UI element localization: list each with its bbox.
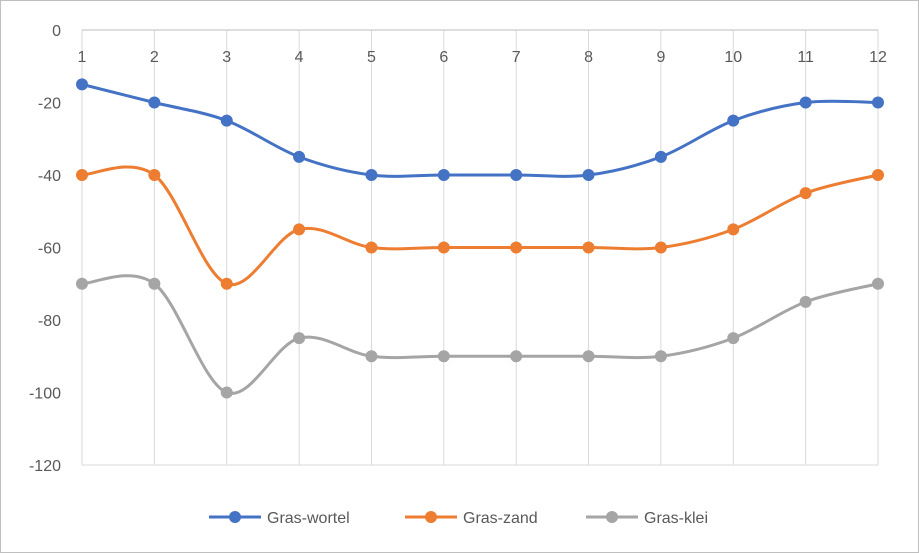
y-tick-label-neg120: -120 (29, 458, 61, 475)
legend-label-gras-wortel: Gras-wortel (267, 510, 350, 527)
data-point-gras-klei-11 (799, 295, 812, 308)
data-point-gras-klei-1 (76, 277, 88, 290)
legend-label-gras-klei: Gras-klei (644, 510, 708, 527)
data-point-gras-wortel-8 (582, 169, 595, 181)
data-point-gras-zand-4 (293, 223, 306, 236)
data-point-gras-klei-8 (582, 350, 595, 363)
y-tick-label-neg40: -40 (38, 168, 61, 185)
legend-marker-gras-zand (425, 511, 437, 523)
x-tick-label-2: 2 (150, 49, 159, 66)
data-point-gras-wortel-10 (727, 114, 740, 127)
data-point-gras-klei-5 (365, 350, 378, 363)
x-tick-label-6: 6 (439, 49, 448, 66)
data-point-gras-wortel-9 (654, 150, 667, 163)
data-point-gras-zand-2 (148, 169, 161, 181)
x-tick-label-11: 11 (797, 49, 814, 66)
series-gras-zand (76, 165, 884, 290)
data-point-gras-klei-4 (293, 332, 306, 345)
legend-item-gras-zand: Gras-zand (405, 510, 538, 527)
data-point-gras-zand-5 (365, 241, 378, 254)
data-point-gras-wortel-12 (872, 96, 884, 109)
data-point-gras-zand-6 (437, 241, 450, 254)
data-point-gras-klei-9 (654, 350, 667, 363)
data-point-gras-zand-1 (76, 169, 88, 181)
data-point-gras-zand-7 (510, 241, 523, 254)
data-point-gras-klei-3 (220, 386, 233, 399)
legend-marker-gras-wortel (229, 511, 241, 523)
legend-item-gras-wortel: Gras-wortel (209, 510, 350, 527)
data-point-gras-wortel-4 (293, 150, 306, 163)
data-point-gras-wortel-6 (437, 169, 450, 181)
data-point-gras-wortel-1 (76, 78, 88, 91)
legend-marker-gras-klei (606, 511, 618, 523)
x-tick-label-7: 7 (512, 49, 521, 66)
series-line-gras-klei (80, 274, 880, 395)
data-point-gras-klei-6 (437, 350, 450, 363)
series-line-gras-wortel (80, 82, 880, 178)
data-point-gras-klei-2 (148, 277, 161, 290)
data-point-gras-zand-10 (727, 223, 740, 236)
x-tick-label-10: 10 (724, 49, 742, 66)
data-point-gras-klei-7 (510, 350, 523, 363)
series-lines (76, 78, 884, 399)
series-line-gras-zand (80, 165, 880, 287)
legend-label-gras-zand: Gras-zand (463, 510, 538, 527)
legend: Gras-wortel Gras-zand Gras-klei (209, 510, 708, 527)
x-tick-label-3: 3 (222, 49, 231, 66)
y-tick-label-0: 0 (52, 23, 61, 40)
legend-item-gras-klei: Gras-klei (586, 510, 708, 527)
data-point-gras-zand-12 (872, 169, 884, 181)
y-tick-label-neg80: -80 (38, 313, 61, 330)
data-point-gras-klei-12 (872, 277, 884, 290)
x-tick-label-12: 12 (869, 49, 887, 66)
data-point-gras-wortel-5 (365, 169, 378, 181)
y-tick-label-neg60: -60 (38, 241, 61, 258)
data-point-gras-zand-9 (654, 241, 667, 254)
y-tick-label-neg100: -100 (29, 386, 61, 403)
data-point-gras-zand-8 (582, 241, 595, 254)
data-point-gras-wortel-11 (799, 96, 812, 109)
x-tick-label-8: 8 (584, 49, 593, 66)
x-tick-label-1: 1 (78, 49, 87, 66)
data-point-gras-wortel-7 (510, 169, 523, 181)
data-point-gras-klei-10 (727, 332, 740, 345)
x-tick-label-5: 5 (367, 49, 376, 66)
series-gras-klei (76, 274, 884, 399)
series-gras-wortel (76, 78, 884, 181)
y-tick-label-neg20: -20 (38, 96, 61, 113)
data-point-gras-wortel-2 (148, 96, 161, 109)
x-tick-label-9: 9 (656, 49, 665, 66)
data-point-gras-zand-11 (799, 187, 812, 200)
data-point-gras-zand-3 (220, 277, 233, 290)
data-point-gras-wortel-3 (220, 114, 233, 127)
x-tick-label-4: 4 (295, 49, 304, 66)
